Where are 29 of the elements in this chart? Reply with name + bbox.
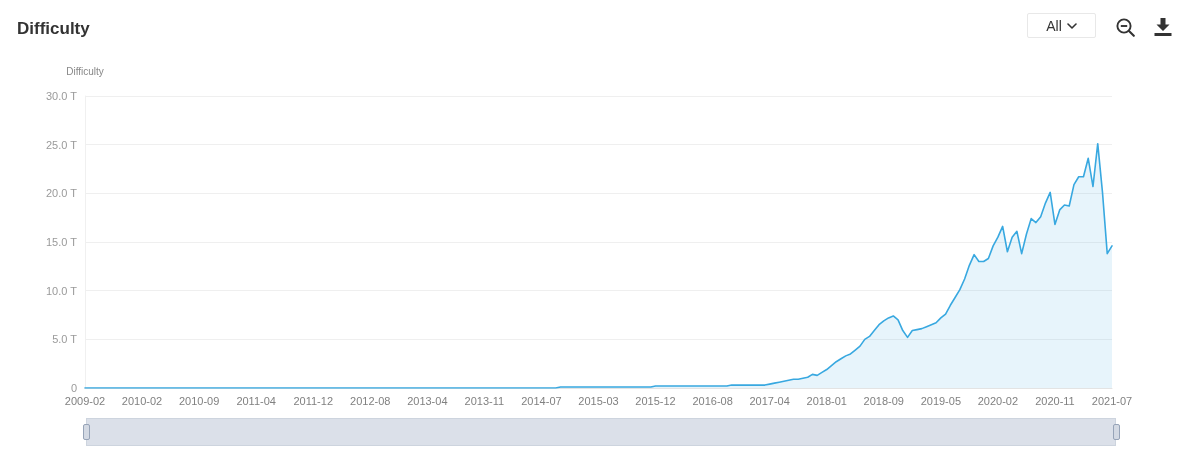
x-tick-label: 2021-07	[1091, 394, 1133, 407]
x-tick-label: 2019-05	[920, 394, 962, 407]
y-tick-label: 15.0 T	[46, 236, 78, 248]
x-tick-label: 2012-08	[350, 394, 391, 407]
y-axis-title: Difficulty	[66, 65, 104, 77]
x-tick-label: 2015-03	[578, 394, 619, 407]
y-tick-label: 30.0 T	[46, 90, 78, 102]
y-tick-label: 10.0 T	[46, 284, 78, 297]
x-tick-label: 2020-02	[977, 394, 1019, 407]
x-tick-label: 2011-12	[293, 394, 333, 407]
x-tick-label: 2010-09	[178, 394, 220, 407]
x-tick-label: 2010-02	[121, 394, 163, 407]
dropdown: All	[1027, 13, 1096, 38]
x-tick-label: 2018-01	[806, 394, 847, 407]
x-tick-label: 2015-12	[635, 394, 676, 407]
x-tick-label: 2011-04	[236, 394, 276, 407]
x-tick-label: 2017-04	[749, 394, 790, 407]
x-tick-label: 2014-07	[521, 394, 562, 407]
y-tick-label: 0	[70, 382, 77, 394]
y-tick-label: 5.0 T	[52, 333, 78, 346]
x-tick-label: 2020-11	[1035, 394, 1075, 407]
y-tick-label: 20.0 T	[46, 187, 78, 200]
y-tick-label: 25.0 T	[46, 138, 78, 151]
x-tick-label: 2016-08	[692, 394, 733, 407]
x-tick-label: 2009-02	[64, 394, 106, 407]
x-tick-label: 2018-09	[863, 394, 904, 407]
chart-title: Difficulty	[17, 19, 91, 38]
x-tick-label: 2013-04	[407, 394, 448, 407]
x-tick-label: 2013-11	[464, 394, 505, 407]
